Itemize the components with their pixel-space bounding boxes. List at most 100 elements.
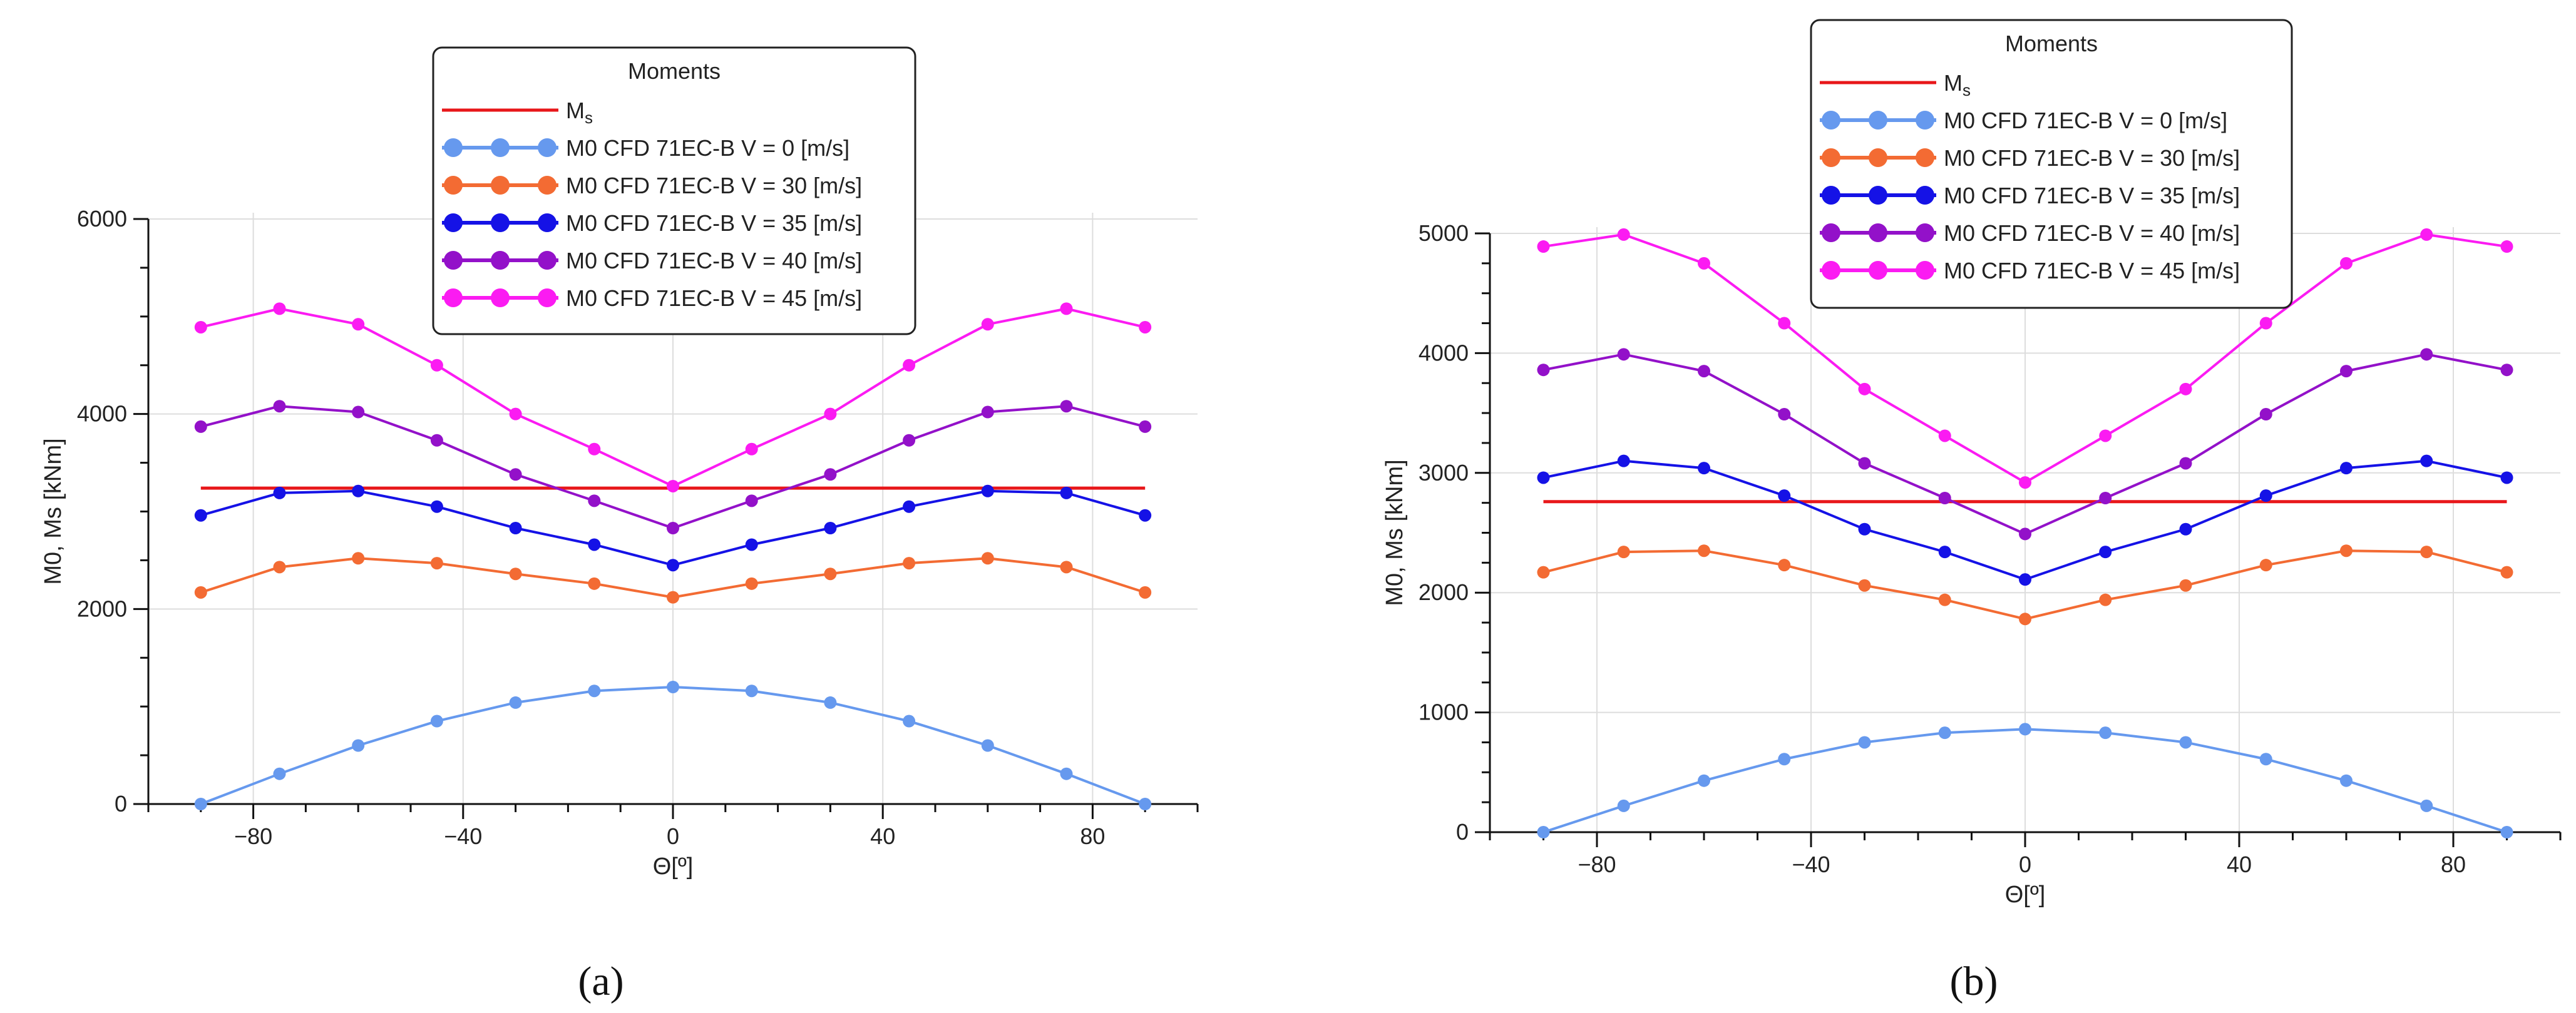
- data-point-v40: [667, 521, 679, 534]
- panel-label-b: (b): [1950, 959, 1998, 1004]
- data-point-v30: [903, 557, 916, 570]
- data-point-v0: [1617, 799, 1630, 812]
- series-v0: [194, 681, 1152, 810]
- data-point-v35: [2420, 454, 2433, 467]
- data-point-v0: [1858, 736, 1871, 749]
- data-point-v45: [981, 318, 994, 331]
- data-point-v30: [2259, 559, 2272, 572]
- data-point-v40: [2340, 365, 2353, 378]
- series-v45: [1537, 228, 2513, 489]
- data-point-v0: [2099, 726, 2112, 740]
- series-v40: [194, 400, 1152, 534]
- data-point-v40: [352, 405, 365, 419]
- data-point-v45: [1698, 257, 1710, 270]
- data-point-v35: [1537, 471, 1550, 484]
- data-point-v0: [745, 685, 758, 698]
- legend-swatch-marker-v40: [1869, 223, 1887, 242]
- legend-swatch-marker-v45: [1916, 261, 1934, 280]
- legend-swatch-marker-v45: [1869, 261, 1887, 280]
- legend-entry-label: Ms: [566, 98, 593, 127]
- series-v35: [1537, 454, 2513, 586]
- data-point-v45: [824, 407, 837, 420]
- data-point-v35: [1617, 454, 1630, 467]
- legend-swatch-marker-v35: [491, 213, 510, 232]
- data-point-v45: [273, 302, 286, 315]
- data-point-v40: [1858, 457, 1871, 470]
- series-v45: [194, 302, 1152, 492]
- x-axis-title: Θ[º]: [653, 853, 694, 880]
- data-point-v30: [1537, 566, 1550, 579]
- y-tick-label: 3000: [1419, 460, 1469, 486]
- legend-entry-label: M0 CFD 71EC-B V = 0 [m/s]: [1944, 108, 2227, 133]
- x-tick-label: −80: [234, 823, 272, 849]
- series-v35: [194, 484, 1152, 572]
- data-point-v35: [1698, 462, 1710, 475]
- legend-entry-label: Ms: [1944, 70, 1971, 99]
- data-point-v0: [352, 739, 365, 752]
- data-point-v45: [430, 359, 443, 372]
- legend-swatch-marker-v40: [1916, 223, 1934, 242]
- data-point-v0: [2019, 723, 2031, 736]
- data-point-v30: [1139, 586, 1152, 599]
- legend-swatch-marker-v35: [444, 213, 463, 232]
- data-point-v35: [588, 538, 601, 551]
- data-point-v0: [2259, 753, 2272, 766]
- data-point-v35: [1778, 489, 1791, 502]
- y-axis-title: M0, Ms [kNm]: [1382, 459, 1408, 606]
- data-point-v45: [1060, 302, 1073, 315]
- data-point-v40: [824, 468, 837, 481]
- data-point-v40: [745, 494, 758, 507]
- data-point-v30: [2019, 613, 2031, 626]
- data-point-v30: [1698, 544, 1710, 557]
- data-point-v45: [667, 479, 679, 492]
- x-tick-label: −80: [1578, 852, 1616, 877]
- data-point-v35: [1060, 486, 1073, 499]
- y-tick-label: 6000: [77, 206, 127, 232]
- data-point-v35: [2179, 522, 2192, 536]
- data-point-v45: [2019, 476, 2031, 489]
- data-point-v45: [2259, 317, 2272, 330]
- data-point-v35: [1858, 522, 1871, 536]
- data-point-v0: [1060, 767, 1073, 780]
- legend-swatch-marker-v35: [1822, 186, 1840, 205]
- data-point-v35: [2019, 573, 2031, 586]
- data-point-v35: [1139, 509, 1152, 522]
- data-point-v0: [1537, 826, 1550, 838]
- legend-entry-label: M0 CFD 71EC-B V = 30 [m/s]: [566, 173, 862, 198]
- data-point-v0: [1938, 726, 1951, 740]
- legend-entry-label: M0 CFD 71EC-B V = 45 [m/s]: [1944, 258, 2240, 283]
- legend-entry-label: M0 CFD 71EC-B V = 35 [m/s]: [1944, 183, 2240, 208]
- legend-swatch-marker-v35: [1916, 186, 1934, 205]
- data-point-v35: [981, 484, 994, 497]
- data-point-v35: [824, 521, 837, 534]
- data-point-v45: [2420, 228, 2433, 241]
- legend-swatch-marker-v45: [538, 288, 557, 307]
- data-point-v40: [273, 400, 286, 413]
- x-tick-label: 0: [667, 823, 679, 849]
- data-point-v0: [903, 715, 916, 728]
- legend-entry-label: M0 CFD 71EC-B V = 35 [m/s]: [566, 210, 862, 236]
- data-point-v40: [2500, 364, 2513, 377]
- data-point-v30: [1060, 561, 1073, 574]
- data-point-v35: [2340, 462, 2353, 475]
- series-v30: [194, 552, 1152, 604]
- data-point-v0: [1698, 774, 1710, 787]
- data-point-v0: [981, 739, 994, 752]
- x-tick-label: 40: [2227, 852, 2252, 877]
- data-point-v35: [194, 509, 207, 522]
- data-point-v40: [1778, 408, 1791, 421]
- legend-swatch-marker-v30: [1916, 148, 1934, 167]
- legend-swatch-marker-v0: [1822, 111, 1840, 130]
- y-tick-label: 0: [1456, 819, 1469, 845]
- data-point-v30: [2179, 579, 2192, 592]
- data-point-v45: [903, 359, 916, 372]
- y-tick-label: 4000: [77, 401, 127, 427]
- data-point-v0: [2420, 799, 2433, 812]
- data-point-v35: [667, 559, 679, 572]
- data-point-v35: [352, 484, 365, 497]
- legend-swatch-marker-v0: [491, 138, 510, 157]
- legend-swatch-marker-v30: [1822, 148, 1840, 167]
- data-point-v30: [194, 586, 207, 599]
- legend-swatch-marker-v45: [491, 288, 510, 307]
